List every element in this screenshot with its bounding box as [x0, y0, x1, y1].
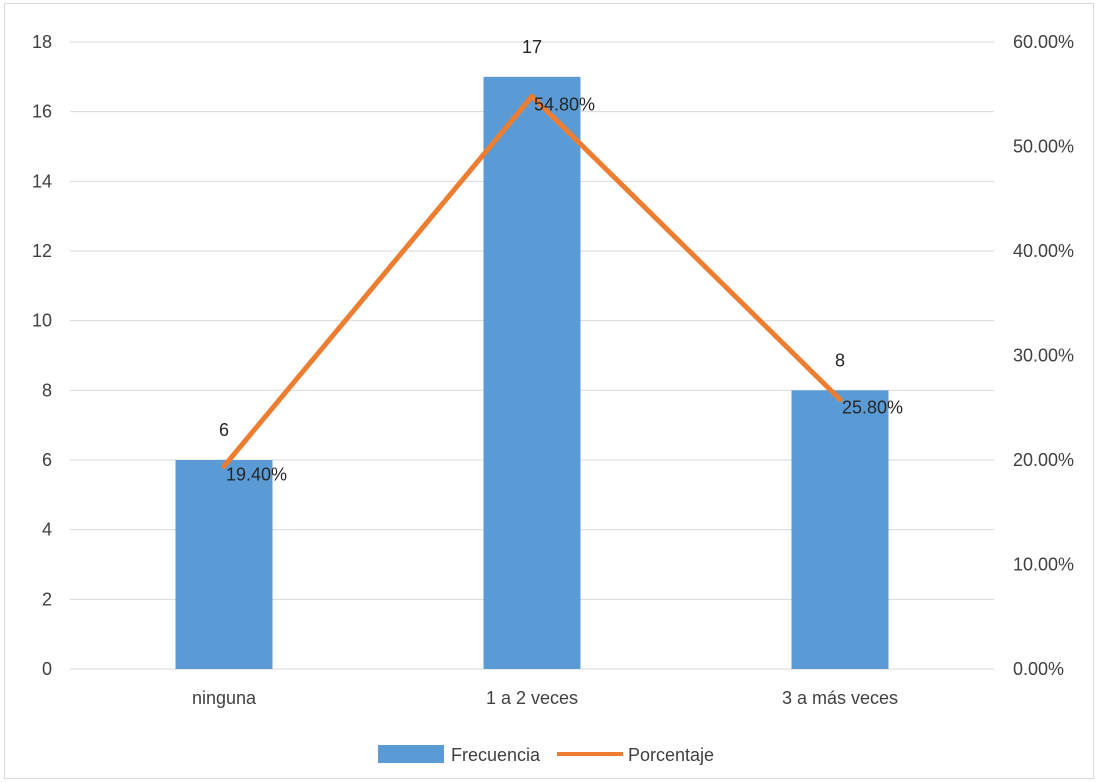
- legend: Frecuencia Porcentaje: [378, 745, 714, 765]
- right-axis-ticks: 0.00% 10.00% 20.00% 30.00% 40.00% 50.00% 60.00…: [1013, 32, 1074, 679]
- left-axis-tick-label: 6: [42, 450, 52, 470]
- category-label-ninguna: ninguna: [192, 688, 257, 708]
- left-axis-ticks: 0 2 4 6 8 10 12 14 16 18: [32, 32, 52, 679]
- right-axis-tick-label: 0.00%: [1013, 659, 1064, 679]
- line-point-ninguna: [221, 463, 227, 469]
- bar-data-labels: 6 17 8: [219, 37, 845, 440]
- legend-label-porcentaje: Porcentaje: [628, 745, 714, 765]
- bar-ninguna: [175, 460, 273, 669]
- left-axis-tick-label: 2: [42, 589, 52, 609]
- left-axis-tick-label: 12: [32, 241, 52, 261]
- line-point-3-a-m-s-veces: [837, 396, 843, 402]
- right-axis-tick-label: 60.00%: [1013, 32, 1074, 52]
- line-data-label: 25.80%: [842, 397, 903, 417]
- left-axis-tick-label: 18: [32, 32, 52, 52]
- legend-swatch-frecuencia: [378, 745, 444, 763]
- category-label-3-a-m-s-veces: 3 a más veces: [782, 688, 898, 708]
- left-axis-tick-label: 0: [42, 659, 52, 679]
- right-axis-tick-label: 30.00%: [1013, 346, 1074, 366]
- right-axis-tick-label: 20.00%: [1013, 450, 1074, 470]
- line-series-porcentaje: [221, 93, 843, 469]
- category-axis-labels: ninguna 1 a 2 veces 3 a más veces: [192, 688, 898, 708]
- left-axis-tick-label: 14: [32, 171, 52, 191]
- left-axis-tick-label: 16: [32, 102, 52, 122]
- category-label-1-a-2-veces: 1 a 2 veces: [486, 688, 578, 708]
- bar-data-label: 8: [835, 350, 845, 370]
- left-axis-tick-label: 8: [42, 380, 52, 400]
- bar-data-label: 6: [219, 420, 229, 440]
- line-data-label: 54.80%: [534, 94, 595, 114]
- bar-1-a-2-veces: [483, 76, 581, 670]
- legend-label-frecuencia: Frecuencia: [451, 745, 541, 765]
- line-point-1-a-2-veces: [529, 93, 535, 99]
- line-data-label: 19.40%: [226, 464, 287, 484]
- bar-3-a-m-s-veces: [791, 390, 889, 669]
- right-axis-tick-label: 50.00%: [1013, 137, 1074, 157]
- line-data-labels: 19.40% 54.80% 25.80%: [226, 94, 903, 484]
- left-axis-tick-label: 4: [42, 520, 52, 540]
- right-axis-tick-label: 10.00%: [1013, 555, 1074, 575]
- bar-data-label: 17: [522, 37, 542, 57]
- left-axis-tick-label: 10: [32, 311, 52, 331]
- right-axis-tick-label: 40.00%: [1013, 241, 1074, 261]
- bar-series-frecuencia: [175, 76, 889, 670]
